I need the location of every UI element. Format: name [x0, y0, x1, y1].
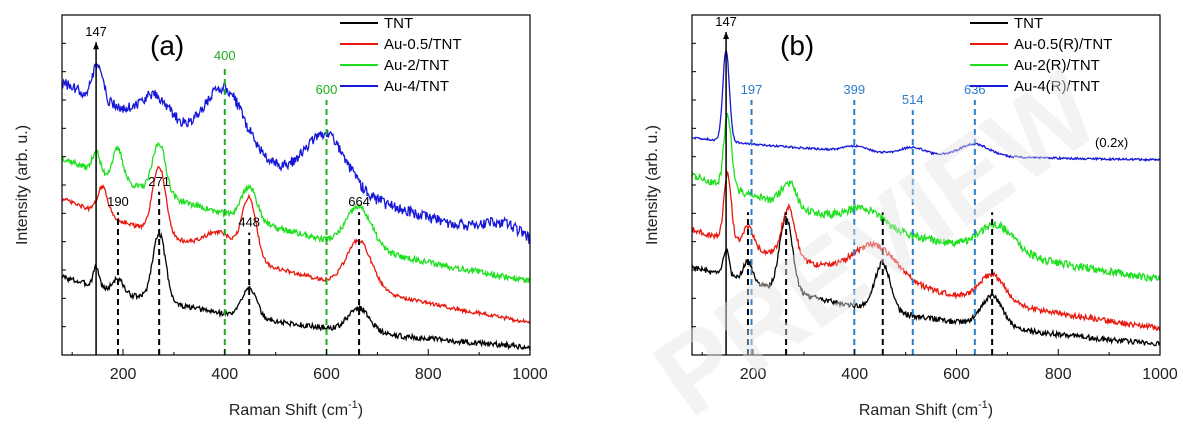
- x-tick-label: 400: [841, 366, 868, 383]
- series-line-tnt: [691, 215, 1161, 347]
- x-tick-label: 600: [313, 366, 340, 383]
- peak-label-600: 600: [316, 82, 338, 97]
- peak-label-197: 197: [741, 82, 763, 97]
- peak-label-147: 147: [715, 14, 737, 29]
- legend-entry: TNT: [1014, 15, 1043, 32]
- series-line-au-0-5-r-tnt: [691, 170, 1161, 332]
- y-axis-label: Intensity (arb. u.): [644, 125, 661, 245]
- peak-label-399: 399: [843, 82, 865, 97]
- peak-arrow-147: [93, 42, 100, 50]
- legend-entry: Au-2(R)/TNT: [1014, 57, 1100, 74]
- x-tick-label: 600: [943, 366, 970, 383]
- x-tick-label: 1000: [512, 366, 548, 383]
- series-line-au-4-tnt: [61, 63, 531, 244]
- panel-a: 147 190 271 448 664 400 600 200 400 600 800 1000 Ram…: [14, 14, 548, 419]
- x-axis-label: Raman Shift (cm-1): [229, 399, 363, 419]
- peak-label-190: 190: [107, 194, 129, 209]
- series-line-au-4-r-tnt: [691, 49, 1161, 163]
- legend-entry: Au-4(R)/TNT: [1014, 78, 1100, 95]
- x-tick-label: 400: [211, 366, 238, 383]
- x-axis-label: Raman Shift (cm-1): [859, 399, 993, 419]
- panel-label: (b): [780, 30, 814, 61]
- x-tick-label: 800: [1045, 366, 1072, 383]
- series-line-au-2-r-tnt: [691, 112, 1161, 283]
- legend-entry: Au-0.5/TNT: [384, 36, 462, 53]
- y-axis-label: Intensity (arb. u.): [14, 125, 31, 245]
- series-line-tnt: [61, 232, 531, 351]
- x-tick-label: 1000: [1142, 366, 1178, 383]
- legend-entry: Au-2/TNT: [384, 57, 449, 74]
- peak-label-448: 448: [238, 215, 260, 230]
- peak-label-400: 400: [214, 48, 236, 63]
- panel-label: (a): [150, 30, 184, 61]
- legend-entry: TNT: [384, 15, 413, 32]
- x-tick-label: 800: [415, 366, 442, 383]
- scale-annotation: (0.2x): [1095, 135, 1128, 150]
- peak-label-664: 664: [348, 194, 370, 209]
- legend-entry: Au-0.5(R)/TNT: [1014, 36, 1112, 53]
- x-tick-label: 200: [110, 366, 137, 383]
- x-tick-label: 200: [740, 366, 767, 383]
- legend-entry: Au-4/TNT: [384, 78, 449, 95]
- peak-arrow-147: [723, 32, 730, 39]
- series-line-au-0-5-tnt: [61, 165, 531, 324]
- peak-label-271: 271: [148, 174, 170, 189]
- peak-label-147: 147: [85, 24, 107, 39]
- series-line-au-2-tnt: [61, 142, 531, 283]
- peak-label-514: 514: [902, 92, 924, 107]
